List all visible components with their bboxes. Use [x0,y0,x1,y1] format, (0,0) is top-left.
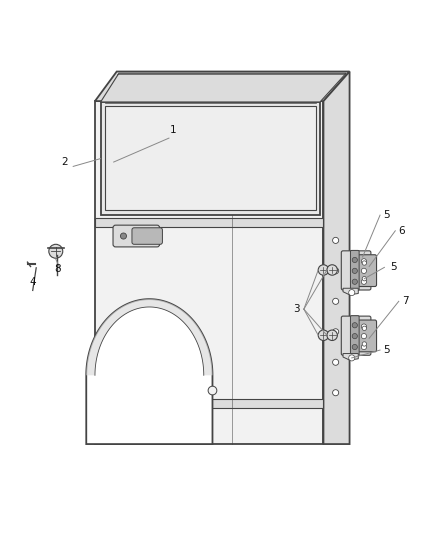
Circle shape [318,265,328,275]
Circle shape [349,289,355,296]
Text: 4: 4 [29,277,36,287]
Circle shape [332,390,339,396]
Circle shape [362,261,367,265]
Polygon shape [95,399,323,408]
Circle shape [332,237,339,244]
Circle shape [361,334,367,339]
Polygon shape [343,288,358,295]
Circle shape [361,259,367,264]
Circle shape [327,330,337,341]
FancyBboxPatch shape [341,316,371,356]
Polygon shape [343,353,358,360]
Text: 7: 7 [402,296,409,306]
Circle shape [352,257,357,263]
Polygon shape [101,102,320,215]
FancyBboxPatch shape [132,228,162,244]
Circle shape [352,344,357,350]
Circle shape [362,277,367,281]
Text: 5: 5 [383,345,390,355]
FancyBboxPatch shape [113,225,159,247]
Text: 8: 8 [55,264,61,273]
FancyBboxPatch shape [356,320,377,352]
Circle shape [352,322,357,328]
Circle shape [332,329,339,335]
Circle shape [361,279,367,284]
Polygon shape [101,73,346,102]
Text: 3: 3 [293,304,299,314]
Polygon shape [105,107,316,210]
Polygon shape [95,101,323,444]
Circle shape [361,324,367,329]
Circle shape [120,233,127,239]
Circle shape [352,268,357,273]
Circle shape [362,342,367,346]
FancyBboxPatch shape [356,255,377,287]
Polygon shape [95,71,350,101]
Circle shape [352,334,357,339]
FancyBboxPatch shape [341,251,371,290]
Circle shape [332,298,339,304]
Circle shape [352,279,357,284]
Text: 5: 5 [390,262,396,272]
Circle shape [332,359,339,365]
Polygon shape [86,299,212,444]
Circle shape [332,268,339,274]
Circle shape [318,330,328,341]
FancyBboxPatch shape [350,251,359,290]
Circle shape [327,265,337,275]
Circle shape [361,268,367,273]
Circle shape [362,326,367,330]
Text: 2: 2 [61,157,68,167]
Polygon shape [86,299,212,375]
Text: 5: 5 [383,210,390,220]
Circle shape [208,386,217,395]
Text: 6: 6 [399,226,405,236]
Polygon shape [95,218,323,228]
FancyBboxPatch shape [350,316,359,356]
Circle shape [361,344,367,350]
Circle shape [49,244,63,258]
Polygon shape [323,71,350,444]
Text: 1: 1 [170,125,177,135]
Circle shape [349,355,355,361]
